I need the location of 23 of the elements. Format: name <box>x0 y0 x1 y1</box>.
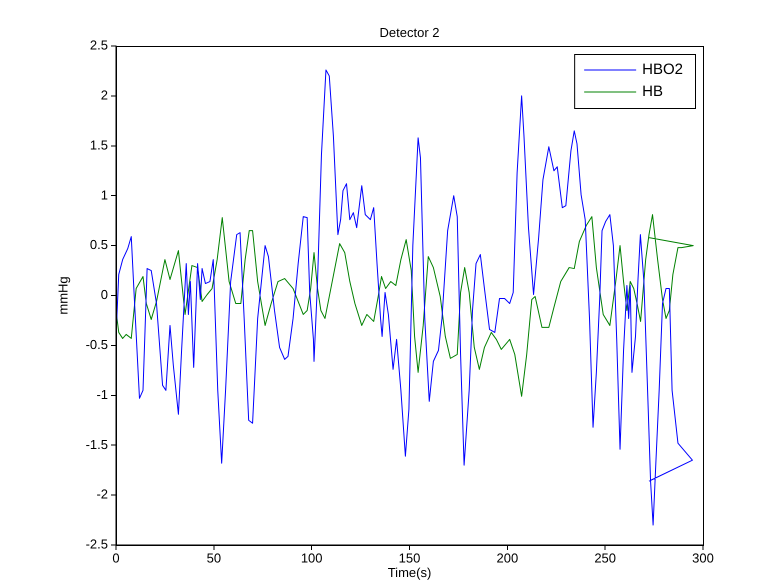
x-axis-title: Time(s) <box>388 564 432 580</box>
y-tick-label: 1.5 <box>90 137 108 152</box>
y-tick-label: 2.5 <box>90 38 108 53</box>
y-tick-label: -1 <box>96 386 108 402</box>
y-tick-label: 0 <box>100 287 108 302</box>
y-tick-label: 2 <box>100 87 108 102</box>
x-tick-label: 150 <box>398 550 420 566</box>
x-tick-label: 300 <box>692 550 714 566</box>
x-tick-label: 250 <box>594 550 616 566</box>
x-tick-label: 200 <box>496 550 518 566</box>
legend-label: HB <box>642 83 663 100</box>
y-axis-title: mmHg <box>55 276 70 315</box>
x-tick-label: 50 <box>206 550 222 566</box>
y-tick-label: 0.5 <box>90 237 108 252</box>
y-tick-label: 1 <box>100 187 108 202</box>
x-tick-label: 0 <box>112 550 120 566</box>
y-tick-label: -2 <box>96 486 108 502</box>
y-tick-label: -2.5 <box>86 536 108 552</box>
y-tick-label: -0.5 <box>86 336 108 352</box>
chart-title: Detector 2 <box>380 25 440 40</box>
x-tick-label: 100 <box>300 550 323 566</box>
legend-label: HBO2 <box>642 61 684 78</box>
y-tick-label: -1.5 <box>86 436 108 452</box>
